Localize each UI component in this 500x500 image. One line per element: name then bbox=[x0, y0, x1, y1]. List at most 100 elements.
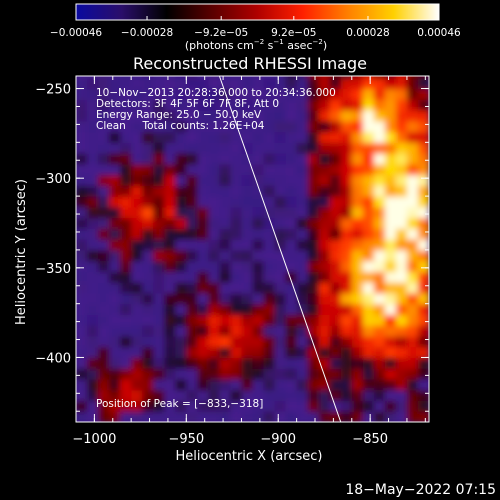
heatmap-cell bbox=[109, 99, 121, 111]
heatmap-cell bbox=[197, 77, 209, 90]
heatmap-cell bbox=[219, 88, 232, 100]
heatmap-cell bbox=[274, 260, 287, 273]
heatmap-cell bbox=[142, 228, 154, 240]
heatmap-cell bbox=[296, 249, 309, 262]
heatmap-cell bbox=[395, 153, 408, 165]
heatmap-cell bbox=[142, 163, 154, 176]
heatmap-cell bbox=[109, 163, 121, 176]
heatmap-cell bbox=[384, 378, 397, 391]
heatmap-cell bbox=[307, 217, 320, 229]
heatmap-cell bbox=[296, 400, 309, 412]
heatmap-cell bbox=[417, 271, 429, 283]
heatmap-cell bbox=[351, 131, 364, 143]
heatmap-cell bbox=[76, 411, 88, 422]
heatmap-cell bbox=[373, 346, 386, 359]
heatmap-cell bbox=[384, 325, 397, 337]
heatmap-cell bbox=[241, 260, 254, 273]
heatmap-cell bbox=[318, 153, 331, 165]
heatmap-cell bbox=[120, 99, 132, 111]
heatmap-cell bbox=[395, 196, 408, 208]
heatmap-cell bbox=[87, 110, 99, 122]
heatmap-cell bbox=[98, 368, 110, 380]
heatmap-cell bbox=[285, 271, 298, 283]
heatmap-cell bbox=[164, 76, 176, 79]
heatmap-cell bbox=[296, 131, 309, 143]
heatmap-cell bbox=[208, 206, 221, 219]
heatmap-cell bbox=[186, 88, 198, 100]
heatmap-cell bbox=[164, 206, 176, 219]
heatmap-cell bbox=[197, 131, 209, 143]
heatmap-cell bbox=[285, 88, 298, 100]
heatmap-cell bbox=[252, 239, 265, 251]
heatmap-cell bbox=[87, 239, 99, 251]
heatmap-cell bbox=[219, 389, 232, 402]
heatmap-cell bbox=[406, 217, 419, 229]
heatmap-cell bbox=[274, 163, 287, 176]
heatmap-cell bbox=[164, 163, 176, 176]
heatmap-cell bbox=[153, 120, 165, 133]
heatmap-cell bbox=[98, 378, 110, 391]
heatmap-cell bbox=[219, 77, 232, 90]
heatmap-cell bbox=[219, 217, 232, 229]
x-tick-label: −900 bbox=[260, 432, 296, 447]
heatmap-cell bbox=[131, 303, 143, 316]
heatmap-cell bbox=[351, 346, 364, 359]
heatmap-cell bbox=[186, 99, 198, 111]
heatmap-cell bbox=[153, 335, 165, 348]
heatmap-cell bbox=[175, 249, 187, 262]
heatmap-cell bbox=[120, 217, 132, 229]
heatmap-cell bbox=[230, 185, 243, 197]
heatmap-cell bbox=[362, 271, 375, 283]
heatmap-cell bbox=[142, 120, 154, 133]
colorbar-units: (photons cm−2 s−1 asec−2) bbox=[185, 38, 327, 52]
heatmap-cell bbox=[98, 153, 110, 165]
heatmap-cell bbox=[164, 249, 176, 262]
heatmap-cell bbox=[329, 163, 342, 176]
heatmap-cell bbox=[120, 88, 132, 100]
heatmap-cell bbox=[417, 335, 429, 348]
heatmap-cell bbox=[406, 260, 419, 273]
heatmap-cell bbox=[131, 174, 143, 186]
heatmap-cell bbox=[395, 77, 408, 90]
heatmap-cell bbox=[373, 163, 386, 176]
heatmap-cell bbox=[296, 196, 309, 208]
heatmap-cell bbox=[230, 292, 243, 305]
heatmap-cell bbox=[373, 99, 386, 111]
heatmap-cell bbox=[351, 206, 364, 219]
heatmap-cell bbox=[296, 378, 309, 391]
heatmap-cell bbox=[175, 335, 187, 348]
heatmap-cell bbox=[252, 249, 265, 262]
heatmap-cell bbox=[87, 206, 99, 219]
heatmap-cell bbox=[362, 142, 375, 154]
heatmap-cell bbox=[208, 303, 221, 316]
heatmap-cell bbox=[230, 76, 243, 79]
heatmap-cell bbox=[263, 217, 276, 229]
heatmap-cell bbox=[76, 357, 88, 369]
colorbar-tick-label: 9.2e−05 bbox=[271, 27, 316, 39]
heatmap-cell bbox=[98, 185, 110, 197]
heatmap-cell bbox=[329, 206, 342, 219]
heatmap-cell bbox=[175, 314, 187, 326]
heatmap-cell bbox=[406, 228, 419, 240]
heatmap-cell bbox=[142, 77, 154, 90]
heatmap-cell bbox=[142, 76, 154, 79]
heatmap-cell bbox=[285, 163, 298, 176]
heatmap-cell bbox=[395, 88, 408, 100]
heatmap-cell bbox=[142, 110, 154, 122]
heatmap-cell bbox=[373, 153, 386, 165]
heatmap-cell bbox=[186, 120, 198, 133]
heatmap-cell bbox=[296, 389, 309, 402]
heatmap-cell bbox=[395, 314, 408, 326]
heatmap-cell bbox=[87, 400, 99, 412]
heatmap-cell bbox=[109, 228, 121, 240]
plot-frame bbox=[75, 75, 430, 423]
heatmap-cell bbox=[329, 239, 342, 251]
heatmap-cell bbox=[417, 153, 429, 165]
heatmap-cell bbox=[340, 174, 353, 186]
heatmap-cell bbox=[109, 314, 121, 326]
heatmap-cell bbox=[318, 335, 331, 348]
heatmap-cell bbox=[274, 292, 287, 305]
heatmap-cell bbox=[252, 368, 265, 380]
heatmap-cell bbox=[120, 120, 132, 133]
heatmap-cell bbox=[76, 228, 88, 240]
